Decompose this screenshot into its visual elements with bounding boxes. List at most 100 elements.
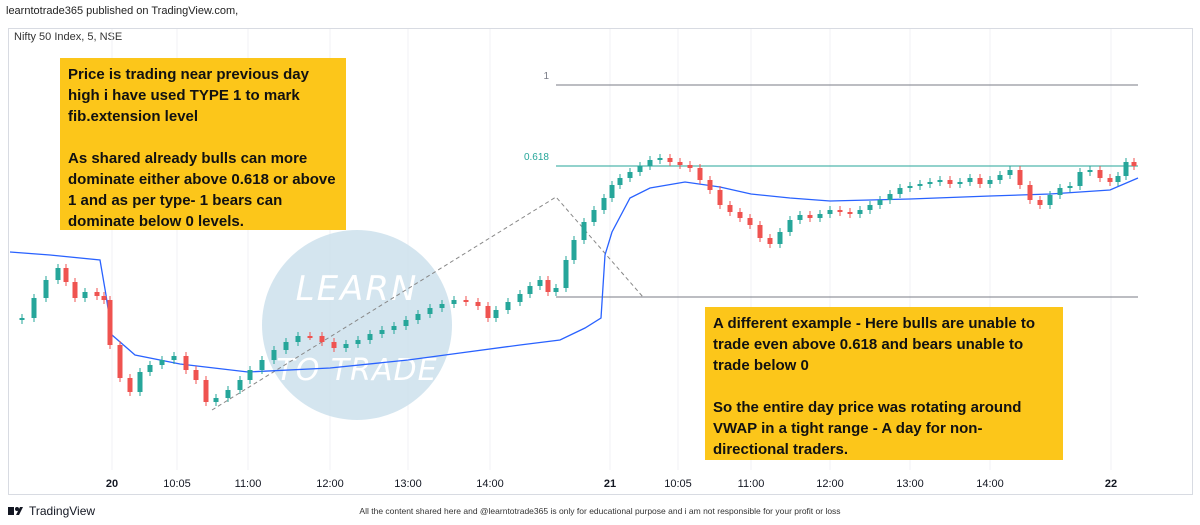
candle-body [917, 184, 923, 186]
candle-body [1087, 170, 1093, 172]
candle-body [563, 260, 569, 288]
candle-body [147, 365, 153, 372]
candle-body [807, 215, 813, 218]
candle-body [493, 310, 499, 318]
x-tick-label: 21 [604, 478, 616, 490]
candle-body [797, 215, 803, 220]
x-tick-label: 13:00 [394, 478, 422, 490]
candle-body [72, 282, 78, 298]
disclaimer-text: All the content shared here and @learnto… [359, 506, 841, 516]
candle-body [1107, 178, 1113, 182]
candle-body [887, 194, 893, 200]
fib-extension-dashed-line [211, 196, 644, 411]
candle-body [1037, 200, 1043, 205]
candle-body [787, 220, 793, 232]
watermark-text-line2: TO TRADE [276, 353, 437, 388]
x-tick-label: 14:00 [476, 478, 504, 490]
candle-body [1057, 188, 1063, 195]
candle-body [609, 185, 615, 198]
candle-body [1131, 162, 1137, 166]
candle-body [171, 356, 177, 360]
candle-body [331, 342, 337, 348]
candle-body [581, 222, 587, 240]
candle-body [927, 182, 933, 184]
candle-body [283, 342, 289, 350]
candle-body [183, 356, 189, 370]
candle-body [101, 296, 107, 300]
candle-body [193, 370, 199, 380]
watermark-logo [262, 230, 452, 420]
candle-body [391, 326, 397, 330]
candle-body [707, 180, 713, 190]
candle-body [647, 160, 653, 166]
candle-body [259, 360, 265, 370]
candle-body [127, 378, 133, 392]
tradingview-brand: TradingView [29, 504, 96, 518]
candle-body [43, 280, 49, 298]
candle-body [627, 172, 633, 178]
candle-body [355, 340, 361, 344]
candle-body [537, 280, 543, 286]
fib-level-label: 1 [543, 71, 549, 82]
x-tick-label: 20 [106, 478, 118, 490]
candle-body [203, 380, 209, 402]
candle-body [505, 302, 511, 310]
candle-body [777, 232, 783, 244]
candle-body [1115, 176, 1121, 182]
candle-body [55, 268, 61, 280]
price-chart[interactable]: 20 10:05 11:00 12:00 13:00 14:00 21 10:05 11:00 1… [0, 0, 1200, 496]
tradingview-logo[interactable]: TradingView [8, 504, 95, 518]
candle-body [213, 398, 219, 402]
candle-body [837, 210, 843, 212]
candle-body [1077, 172, 1083, 186]
x-tick-label: 10:05 [163, 478, 191, 490]
candle-body [717, 190, 723, 205]
candle-body [757, 225, 763, 238]
candle-body [307, 336, 313, 338]
candle-body [463, 300, 469, 302]
x-tick-label: 14:00 [976, 478, 1004, 490]
annotation-note-left: Price is trading near previous day high … [60, 58, 346, 230]
candle-body [82, 292, 88, 298]
candle-body [601, 198, 607, 210]
candle-body [967, 178, 973, 182]
candle-body [957, 182, 963, 184]
candle-body [159, 360, 165, 365]
footer: TradingView All the content shared here … [0, 496, 1200, 525]
candle-body [517, 294, 523, 302]
candle-body [867, 205, 873, 210]
candle-body [947, 180, 953, 184]
candle-body [1067, 186, 1073, 188]
candle-body [319, 336, 325, 342]
candle-body [827, 210, 833, 214]
candle-body [475, 302, 481, 306]
x-tick-label: 22 [1105, 478, 1117, 490]
candle-body [677, 162, 683, 165]
candle-body [857, 210, 863, 214]
fib-level-label: 0.618 [524, 152, 549, 163]
x-tick-label: 11:00 [738, 478, 765, 490]
publisher-caption: learntotrade365 published on TradingView… [6, 5, 239, 17]
candle-body [63, 268, 69, 282]
annotation-note-right: A different example - Here bulls are una… [705, 307, 1063, 460]
candle-body [271, 350, 277, 360]
candle-body [545, 280, 551, 292]
candle-body [897, 188, 903, 194]
candle-body [997, 175, 1003, 180]
candle-body [737, 212, 743, 218]
candle-body [553, 288, 559, 292]
candle-body [637, 166, 643, 172]
x-tick-label: 12:00 [316, 478, 344, 490]
candle-body [415, 314, 421, 320]
candle-body [367, 334, 373, 340]
candle-body [225, 390, 231, 398]
candle-body [617, 178, 623, 185]
x-tick-label: 11:00 [235, 478, 262, 490]
candle-body [1007, 170, 1013, 175]
x-tick-label: 13:00 [896, 478, 924, 490]
vwap-line [9, 177, 1139, 373]
annotation-note-left-text: Price is trading near previous day high … [68, 66, 336, 230]
candle-body [403, 320, 409, 326]
candle-body [727, 205, 733, 212]
candle-body [237, 380, 243, 390]
